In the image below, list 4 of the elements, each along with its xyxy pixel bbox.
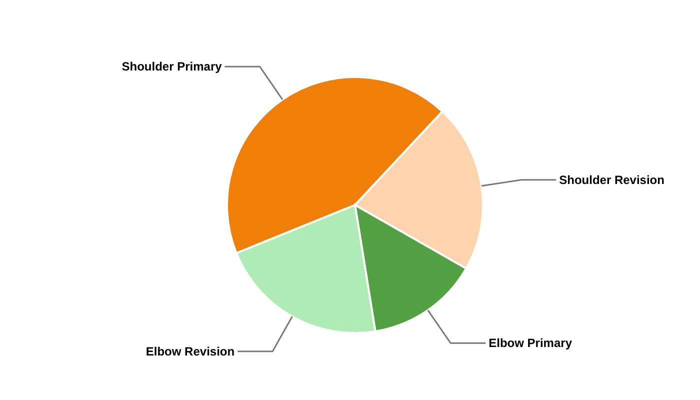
slice-label: Shoulder Revision xyxy=(559,172,664,187)
slice-label: Elbow Primary xyxy=(488,336,572,350)
slice-label: Shoulder Primary xyxy=(122,60,222,74)
slice-label: Elbow Revision xyxy=(146,344,235,358)
